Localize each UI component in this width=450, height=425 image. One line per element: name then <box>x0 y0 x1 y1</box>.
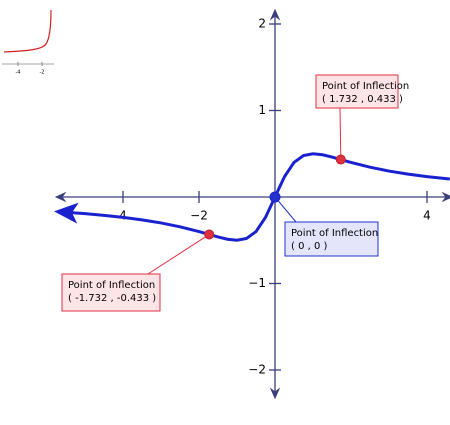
x-tick-label: −2 <box>190 209 208 223</box>
thumb-label: -2 <box>40 70 45 76</box>
y-tick-label: −1 <box>248 276 266 290</box>
callout-label: ( 0 , 0 ) <box>291 241 328 252</box>
x-tick-label: 4 <box>423 209 431 223</box>
y-tick-label: 2 <box>258 17 266 31</box>
y-tick-label: −2 <box>248 363 266 377</box>
curve <box>54 152 450 242</box>
inflection-point <box>204 229 215 240</box>
callout-box <box>61 273 161 312</box>
callout-title: Point of Inflection <box>68 280 155 291</box>
y-tick-label: 1 <box>258 103 266 117</box>
callout-label: ( -1.732 , -0.433 ) <box>68 293 156 304</box>
inflection-point <box>335 154 346 165</box>
callout-box <box>284 221 379 257</box>
callout-line <box>147 234 210 275</box>
callout-box <box>315 74 399 109</box>
callout-title: Point of Inflection <box>291 228 378 239</box>
thumb-label: -4 <box>16 70 21 76</box>
x-tick-label: 4 <box>119 209 127 223</box>
callout-line <box>339 107 342 160</box>
thumbnail: -4 -2 <box>2 9 54 76</box>
inflection-point <box>269 191 281 203</box>
callout-label: ( 1.732 , 0.433 ) <box>322 94 403 105</box>
callout-title: Point of Inflection <box>322 81 409 92</box>
